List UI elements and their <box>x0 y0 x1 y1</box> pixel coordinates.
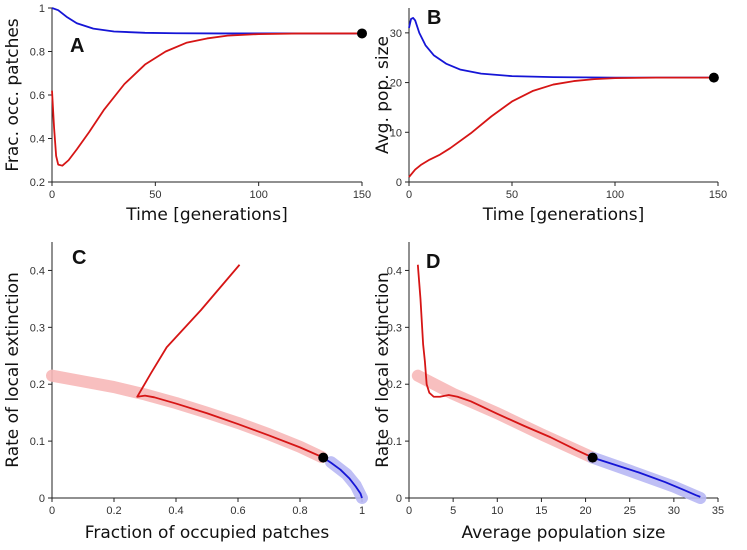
panel-d: 0 5 10 15 20 25 30 35 0 0.1 0.2 0.3 0.4 Average popul… <box>373 242 724 543</box>
y-tick-label: 20 <box>390 78 402 90</box>
x-axis-label: Time [generations] <box>482 205 645 225</box>
x-tick-label: 1 <box>359 505 365 517</box>
y-tick-label: 0.3 <box>30 322 45 334</box>
y-tick-label: 0 <box>396 177 402 189</box>
series-line-red <box>136 264 324 459</box>
y-tick-label: 10 <box>390 127 402 139</box>
y-tick-label: 1 <box>39 3 45 15</box>
x-tick-label: 0.8 <box>292 505 307 517</box>
series-line-red <box>416 264 594 459</box>
y-axis-label: Frac. occ. patches <box>3 18 23 171</box>
series-line-red <box>51 32 362 167</box>
y-axis-label: Rate of local extinction <box>3 272 23 467</box>
y-tick-label: 0 <box>39 493 45 505</box>
y-tick-label: 0.3 <box>387 322 402 334</box>
x-tick-label: 0 <box>49 189 55 201</box>
panel-c: 0 0.2 0.4 0.6 0.8 1 0 0.1 0.2 0.3 0.4 Fraction of o… <box>3 242 368 543</box>
series-line-blue <box>322 456 363 499</box>
x-tick-label: 0.2 <box>106 505 121 517</box>
y-tick-label: 0.4 <box>30 265 45 277</box>
y-tick-label: 0 <box>396 493 402 505</box>
panel-letter: C <box>72 247 86 269</box>
x-tick-label: 50 <box>506 189 518 201</box>
series-line-blue <box>592 456 701 498</box>
panel-letter: A <box>70 35 84 57</box>
equilibrium-point <box>357 28 367 39</box>
x-axis-label: Average population size <box>461 523 665 543</box>
series-line-red <box>408 76 718 178</box>
panel-a: 0 50 100 150 0.2 0.4 0.6 0.8 1 Time [generations]… <box>3 3 371 225</box>
panel-b: 0 50 100 150 0 10 20 30 Time [generations] Avg. p… <box>373 7 727 225</box>
panel-letter: D <box>426 251 440 273</box>
x-tick-label: 10 <box>491 505 503 517</box>
y-tick-label: 0.8 <box>30 47 45 59</box>
confidence-band-red <box>46 369 328 464</box>
y-tick-label: 0.1 <box>30 436 45 448</box>
y-tick-label: 0.2 <box>30 379 45 391</box>
series-line-blue <box>408 17 718 79</box>
series-line-blue <box>51 7 362 35</box>
y-tick-label: 0.2 <box>387 379 402 391</box>
equilibrium-point <box>587 452 598 463</box>
x-tick-label: 150 <box>709 189 727 201</box>
x-tick-label: 25 <box>624 505 636 517</box>
y-tick-label: 0.2 <box>30 177 45 189</box>
y-tick-label: 0.6 <box>30 90 45 102</box>
x-tick-label: 100 <box>249 189 267 201</box>
x-tick-label: 5 <box>450 505 456 517</box>
y-tick-label: 0.4 <box>30 134 45 146</box>
x-tick-label: 150 <box>353 189 371 201</box>
equilibrium-point <box>708 72 719 83</box>
x-tick-label: 0.4 <box>168 505 183 517</box>
y-tick-label: 0.1 <box>387 436 402 448</box>
x-axis-label: Time [generations] <box>125 205 288 225</box>
y-axis-label: Rate of local extinction <box>373 272 393 467</box>
y-tick-label: 30 <box>390 28 402 40</box>
x-tick-label: 20 <box>579 505 591 517</box>
x-tick-label: 100 <box>606 189 624 201</box>
x-axis-label: Fraction of occupied patches <box>85 523 330 543</box>
equilibrium-point <box>318 452 329 463</box>
y-tick-label: 0.4 <box>387 265 402 277</box>
y-axis-label: Avg. pop. size <box>373 36 393 154</box>
x-tick-label: 0 <box>406 189 412 201</box>
x-tick-label: 15 <box>535 505 547 517</box>
x-tick-label: 30 <box>668 505 680 517</box>
x-tick-label: 0 <box>49 505 55 517</box>
panel-letter: B <box>427 7 441 29</box>
confidence-band-blue <box>325 456 368 504</box>
x-tick-label: 50 <box>149 189 161 201</box>
x-tick-label: 0.6 <box>230 505 245 517</box>
x-tick-label: 0 <box>406 505 412 517</box>
x-tick-label: 35 <box>712 505 724 517</box>
